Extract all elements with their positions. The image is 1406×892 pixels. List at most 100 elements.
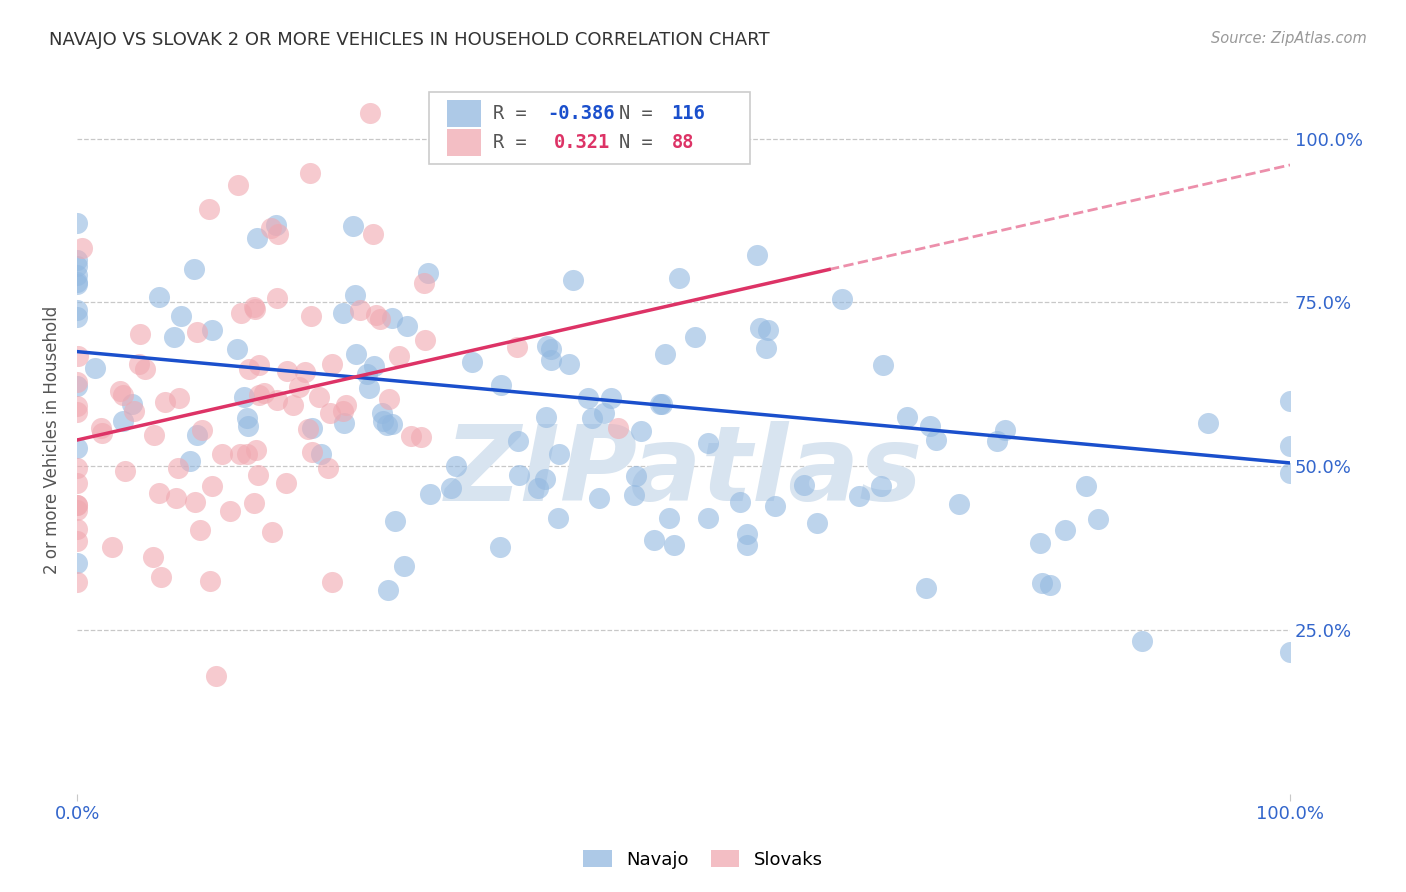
Slovaks	[165, 491, 187, 505]
Slovaks	[66, 575, 89, 590]
Navajo	[508, 467, 530, 482]
Navajo	[626, 469, 648, 483]
Slovaks	[297, 422, 319, 436]
Navajo	[333, 416, 356, 430]
Slovaks	[266, 291, 288, 305]
Text: Source: ZipAtlas.com: Source: ZipAtlas.com	[1211, 31, 1367, 46]
Navajo	[558, 357, 581, 371]
Navajo	[418, 267, 440, 281]
Navajo	[186, 427, 208, 442]
Navajo	[651, 397, 673, 411]
Slovaks	[124, 403, 146, 417]
Text: NAVAJO VS SLOVAK 2 OR MORE VEHICLES IN HOUSEHOLD CORRELATION CHART: NAVAJO VS SLOVAK 2 OR MORE VEHICLES IN H…	[49, 31, 770, 49]
Navajo	[84, 360, 107, 375]
Navajo	[745, 248, 768, 262]
Slovaks	[301, 444, 323, 458]
Text: 0.321: 0.321	[554, 133, 610, 152]
Navajo	[356, 367, 378, 381]
Navajo	[381, 417, 404, 432]
Navajo	[342, 219, 364, 233]
Navajo	[1031, 575, 1053, 590]
Slovaks	[90, 420, 112, 434]
Navajo	[66, 302, 89, 317]
Slovaks	[66, 498, 89, 512]
Slovaks	[364, 308, 387, 322]
Slovaks	[260, 221, 283, 235]
Navajo	[527, 481, 550, 495]
Navajo	[728, 495, 751, 509]
Slovaks	[66, 461, 89, 475]
Slovaks	[246, 468, 269, 483]
Navajo	[1279, 439, 1302, 453]
Navajo	[440, 482, 463, 496]
Slovaks	[128, 326, 150, 341]
Navajo	[925, 433, 948, 447]
Text: R =: R =	[494, 133, 538, 152]
Navajo	[896, 410, 918, 425]
Navajo	[236, 418, 259, 433]
Navajo	[66, 277, 89, 291]
Slovaks	[299, 166, 322, 180]
Navajo	[301, 421, 323, 435]
Navajo	[394, 559, 416, 574]
Navajo	[148, 290, 170, 304]
Navajo	[658, 511, 681, 525]
Navajo	[994, 423, 1017, 437]
Navajo	[540, 342, 562, 356]
Slovaks	[319, 406, 342, 420]
Navajo	[540, 353, 562, 368]
Slovaks	[188, 523, 211, 537]
Navajo	[1053, 523, 1076, 537]
Text: N =: N =	[619, 104, 664, 123]
Slovaks	[266, 392, 288, 407]
Slovaks	[321, 574, 343, 589]
Navajo	[536, 339, 558, 353]
Navajo	[201, 322, 224, 336]
Navajo	[793, 478, 815, 492]
Slovaks	[235, 447, 257, 461]
Slovaks	[198, 202, 221, 217]
Navajo	[381, 311, 404, 326]
Navajo	[1039, 578, 1062, 592]
Slovaks	[200, 574, 222, 589]
Navajo	[562, 273, 585, 287]
Navajo	[872, 358, 894, 372]
Slovaks	[308, 390, 330, 404]
Text: 116: 116	[672, 104, 706, 123]
Slovaks	[128, 357, 150, 371]
Navajo	[948, 497, 970, 511]
Slovaks	[247, 388, 270, 402]
Slovaks	[388, 349, 411, 363]
Slovaks	[226, 178, 249, 193]
Navajo	[66, 275, 89, 289]
Navajo	[444, 459, 467, 474]
Slovaks	[359, 105, 381, 120]
Navajo	[344, 288, 367, 302]
Navajo	[648, 397, 671, 411]
Text: 88: 88	[672, 133, 695, 152]
Navajo	[831, 292, 853, 306]
Slovaks	[66, 533, 89, 548]
Slovaks	[111, 388, 134, 402]
Slovaks	[243, 300, 266, 314]
Slovaks	[281, 398, 304, 412]
Navajo	[870, 479, 893, 493]
Navajo	[66, 252, 89, 267]
Slovaks	[150, 570, 173, 584]
Navajo	[375, 418, 398, 433]
Slovaks	[274, 476, 297, 491]
Legend: Navajo, Slovaks: Navajo, Slovaks	[576, 843, 830, 876]
Navajo	[235, 410, 257, 425]
Navajo	[915, 581, 938, 595]
Slovaks	[186, 325, 208, 339]
Navajo	[735, 538, 758, 552]
Navajo	[643, 533, 665, 548]
Slovaks	[191, 423, 214, 437]
Navajo	[592, 406, 614, 420]
Slovaks	[66, 405, 89, 419]
Slovaks	[142, 428, 165, 442]
Slovaks	[167, 460, 190, 475]
Slovaks	[413, 333, 436, 347]
Slovaks	[142, 549, 165, 564]
Navajo	[600, 391, 623, 405]
